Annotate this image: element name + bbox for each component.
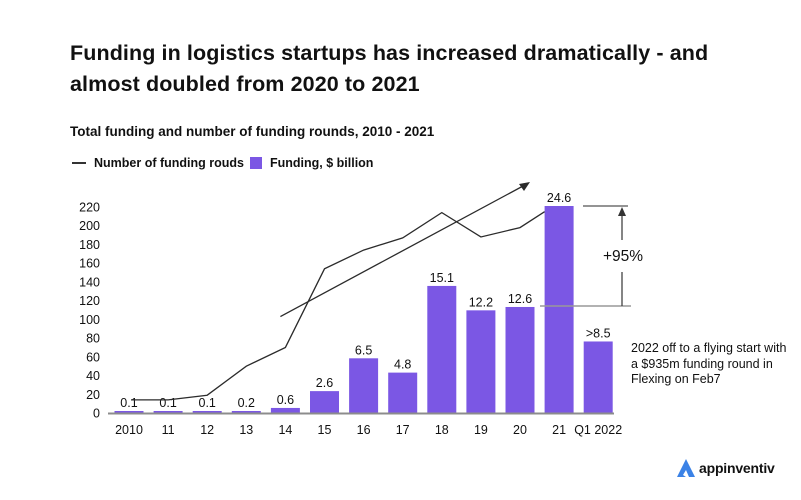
bar [153, 411, 183, 413]
y-tick-label: 140 [79, 275, 100, 289]
bar [114, 411, 144, 413]
legend-line-label: Number of funding rouds [94, 156, 244, 170]
bar [583, 341, 613, 413]
brand-logo: appinventiv [676, 458, 775, 478]
legend-line-swatch [72, 162, 86, 164]
trend-arrowhead [519, 182, 530, 191]
bar-value-label: 0.2 [238, 396, 255, 410]
x-tick-label: 21 [552, 423, 566, 437]
funding-rounds-line [131, 211, 545, 401]
bar-value-label: 0.1 [199, 396, 216, 410]
chart-subtitle: Total funding and number of funding roun… [70, 124, 435, 139]
bar-value-label: >8.5 [586, 326, 611, 340]
x-tick-label: 11 [162, 423, 175, 437]
bar [466, 310, 496, 413]
y-tick-label: 120 [79, 294, 100, 308]
bracket-arrowhead [618, 207, 626, 216]
chart-title: Funding in logistics startups has increa… [70, 41, 709, 96]
x-tick-label: 17 [396, 423, 410, 437]
bar [505, 306, 535, 413]
funding-rounds-polyline [131, 211, 545, 401]
x-tick-label: 16 [357, 423, 371, 437]
x-tick-label: 15 [318, 423, 332, 437]
bar [192, 411, 222, 413]
trend-arrow [280, 182, 530, 318]
x-tick-label: 18 [435, 423, 449, 437]
growth-percentage: +95% [603, 248, 643, 265]
q1-2022-note: 2022 off to a flying start with a $935m … [631, 341, 787, 386]
bar-value-label: 0.6 [277, 393, 294, 407]
bar-value-label: 0.1 [120, 396, 137, 410]
x-axis: 2010 11 12 13 14 15 16 17 18 19 20 21 Q1 2022 [115, 423, 622, 437]
y-tick-label: 220 [79, 201, 100, 215]
brand-name: appinventiv [699, 460, 775, 476]
y-tick-label: 160 [79, 257, 100, 271]
bar-value-label: 12.2 [469, 295, 493, 309]
x-tick-label: Q1 2022 [574, 423, 622, 437]
y-tick-label: 180 [79, 238, 100, 252]
bar-value-label: 24.6 [547, 191, 571, 205]
bar-value-label: 0.1 [159, 396, 176, 410]
bars [114, 206, 613, 413]
bar [270, 407, 300, 413]
y-tick-label: 0 [93, 407, 100, 421]
growth-bracket: +95% [540, 205, 643, 307]
bar-value-label: 6.5 [355, 343, 372, 357]
x-tick-label: 13 [239, 423, 253, 437]
x-tick-label: 2010 [115, 423, 143, 437]
bar-value-label: 4.8 [394, 358, 411, 372]
y-tick-label: 40 [86, 369, 100, 383]
bar [349, 358, 379, 413]
bar [544, 206, 574, 413]
y-tick-label: 200 [79, 219, 100, 233]
bar [388, 372, 418, 413]
x-tick-label: 14 [278, 423, 292, 437]
y-tick-label: 20 [86, 388, 100, 402]
x-tick-label: 19 [474, 423, 488, 437]
bar-value-label: 2.6 [316, 376, 333, 390]
legend-bar-label: Funding, $ billion [269, 156, 374, 170]
x-tick-label: 12 [200, 423, 214, 437]
bar [310, 391, 339, 413]
y-tick-label: 60 [86, 350, 100, 364]
bar [427, 285, 457, 413]
trend-line [280, 184, 525, 318]
legend: Number of funding rouds Funding, $ billi… [70, 156, 373, 170]
legend-bar-swatch [249, 157, 262, 169]
bar [231, 411, 261, 413]
y-tick-label: 100 [79, 313, 100, 327]
bar-value-label: 12.6 [508, 292, 532, 306]
y-tick-label: 80 [86, 332, 100, 346]
appinventiv-logo-icon [677, 459, 695, 477]
y-axis: 0 20 40 60 80 100 120 140 160 180 200 220 [79, 201, 100, 421]
x-tick-label: 20 [513, 423, 527, 437]
bar-value-label: 15.1 [430, 271, 454, 285]
